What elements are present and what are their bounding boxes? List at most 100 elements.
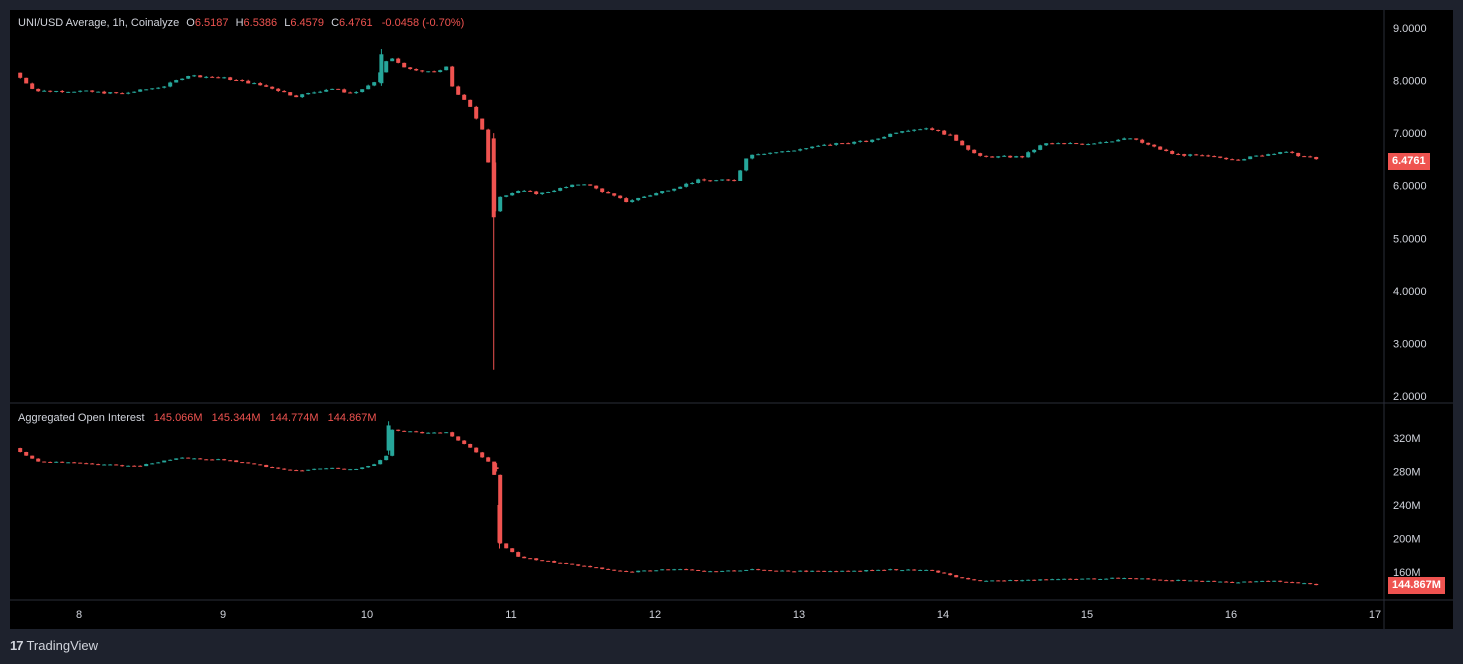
price-candle-body (942, 130, 947, 135)
oi-candle-body (1302, 583, 1307, 585)
oi-candle-body (858, 570, 863, 572)
oi-candle-body (1002, 580, 1007, 582)
price-candle-body (786, 151, 791, 153)
price-candle-body (816, 145, 821, 147)
price-y-tick: 4.0000 (1393, 286, 1427, 298)
oi-candle-body (36, 458, 41, 462)
price-candle-body (258, 83, 263, 86)
close-key: C (331, 17, 340, 29)
oi-candle-body (738, 570, 743, 572)
price-candle-body (282, 90, 287, 93)
oi-candle-body (618, 570, 623, 572)
price-candle-body (1146, 142, 1151, 145)
oi-candle-body (732, 570, 737, 572)
price-candle-body (1062, 143, 1067, 145)
price-candle-body (714, 180, 719, 182)
oi-candle-body (1164, 580, 1169, 582)
price-candle-body (354, 92, 359, 94)
close-value: 6.4761 (339, 17, 373, 29)
price-candle-body (1050, 143, 1055, 145)
oi-candle-body (774, 570, 779, 572)
price-candle-body (1248, 156, 1253, 160)
oi-candle-body (942, 572, 947, 574)
price-candle-body (906, 130, 911, 132)
price-candle-body (1284, 151, 1289, 153)
oi-candle-body (276, 467, 281, 469)
oi-candle-body (312, 468, 317, 470)
price-candle-body (270, 86, 275, 89)
oi-candle-body (24, 451, 29, 456)
oi-candle-body (624, 570, 629, 572)
price-candle-body (1254, 155, 1259, 157)
price-candle-body (762, 153, 767, 155)
oi-candle-body (1122, 578, 1127, 580)
oi-candle-body (516, 552, 521, 557)
price-candle-body (1230, 159, 1235, 161)
oi-candle-body (756, 569, 761, 571)
oi-candle-body (786, 570, 791, 572)
oi-candle-body (1230, 581, 1235, 583)
oi-candle-body (462, 440, 467, 444)
chart-canvas[interactable]: 9.0000 8.0000 7.0000 6.0000 5.0000 4.0000 3.00… (10, 10, 1453, 629)
oi-candle-body (210, 459, 215, 461)
price-candle-body (570, 184, 575, 187)
oi-candle-body (108, 464, 113, 466)
oi-candle-body (408, 431, 413, 433)
price-candle-body (198, 75, 203, 78)
oi-candle-body (1284, 581, 1289, 583)
oi-candle-body (1218, 581, 1223, 583)
x-tick-label: 15 (1081, 609, 1093, 621)
oi-candle-body (360, 467, 365, 469)
oi-candle-body (594, 567, 599, 569)
price-candle-body (528, 190, 533, 192)
oi-candle-body (1026, 579, 1031, 581)
price-candle-body (594, 185, 599, 189)
price-candle-body (402, 62, 407, 68)
oi-candle-body (204, 459, 209, 461)
price-candle-body (1224, 157, 1229, 160)
oi-candle-body (1032, 579, 1037, 581)
price-candle-body (1128, 138, 1133, 140)
oi-candle-body (1044, 579, 1049, 581)
price-candle-body (1092, 143, 1097, 145)
price-candle-body (450, 66, 455, 87)
price-candle-body (1188, 154, 1193, 156)
price-candle-body (1044, 143, 1049, 146)
x-tick-label: 12 (649, 609, 661, 621)
price-candle-body (930, 128, 935, 130)
price-legend-title: UNI/USD Average, 1h, Coinalyze (18, 17, 180, 29)
price-candle-body (642, 196, 647, 198)
price-candle-body (1116, 139, 1121, 142)
oi-candle-body (90, 463, 95, 465)
price-candle-body (606, 192, 611, 194)
price-candle-body (858, 140, 863, 142)
open-key: O (186, 17, 195, 29)
oi-candle-body (990, 580, 995, 582)
oi-candle-body (678, 569, 683, 571)
oi-candle-body (840, 570, 845, 572)
price-candle-body (780, 151, 785, 153)
oi-candle-body (552, 561, 557, 563)
price-candle-body (24, 77, 29, 84)
price-candle-body (582, 184, 587, 186)
price-candle-body (984, 155, 989, 157)
chart-frame[interactable]: 9.0000 8.0000 7.0000 6.0000 5.0000 4.0000 3.00… (10, 10, 1453, 629)
oi-candle-body (252, 463, 257, 465)
price-candle-body (1080, 143, 1085, 145)
oi-candle-body (432, 432, 437, 434)
price-y-tick: 3.0000 (1393, 338, 1427, 350)
high-key: H (235, 17, 244, 29)
price-candle-body (150, 88, 155, 90)
price-candle-body (120, 93, 125, 95)
oi-candle-body (906, 569, 911, 571)
price-candle-body (1122, 138, 1127, 140)
oi-candle-body (1008, 580, 1013, 582)
price-candle-body (990, 156, 995, 158)
price-candle-body (102, 91, 107, 94)
oi-candle-body (1278, 580, 1283, 582)
oi-candle-body (1158, 579, 1163, 581)
price-candle-body (360, 89, 365, 93)
tradingview-brand[interactable]: 17 TradingView (10, 638, 98, 653)
oi-candle-body (660, 569, 665, 571)
price-candle-body (108, 92, 113, 94)
